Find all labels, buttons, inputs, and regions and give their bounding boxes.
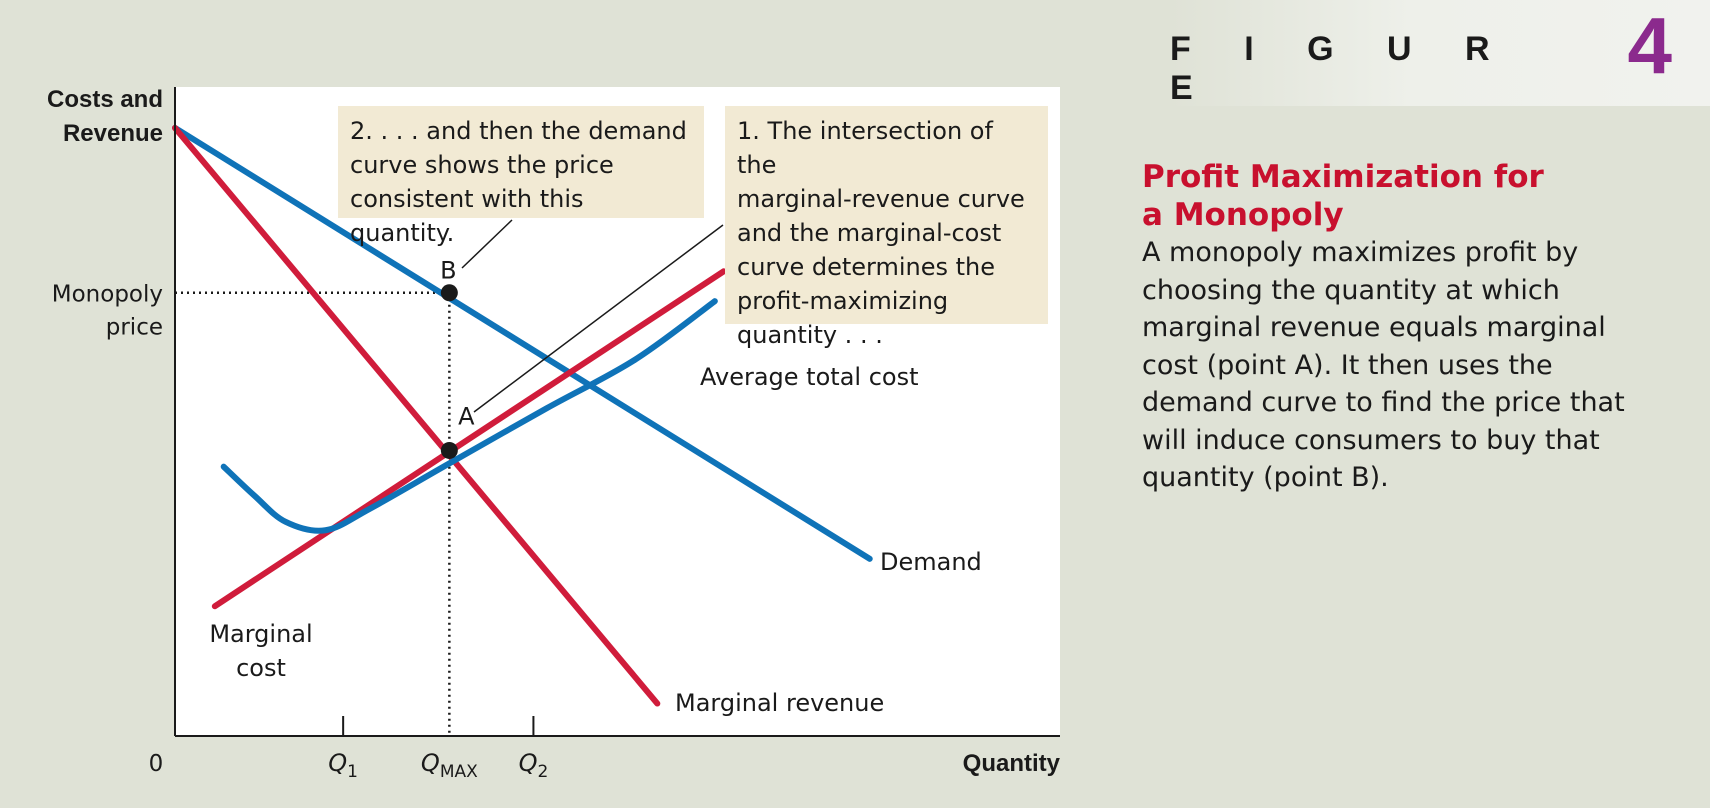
caption-body: A monopoly maximizes profit by choosing … bbox=[1142, 237, 1625, 493]
point-b bbox=[440, 284, 458, 302]
y-axis-title: Revenue bbox=[63, 120, 163, 147]
x-tick-label: QMAX bbox=[421, 749, 478, 782]
demand-label: Demand bbox=[880, 548, 982, 576]
x-tick-label: Q2 bbox=[519, 749, 549, 782]
demand-curve bbox=[172, 124, 873, 562]
marginal-cost-label: cost bbox=[236, 654, 286, 682]
y-tick-label: price bbox=[106, 315, 163, 341]
leader-line-step2 bbox=[461, 219, 513, 269]
marginal-revenue-curve bbox=[172, 124, 661, 707]
point-a-label: A bbox=[458, 402, 475, 430]
x-axis-title: Quantity bbox=[963, 750, 1061, 777]
figure-banner: F I G U R E 4 bbox=[1170, 0, 1710, 107]
figure-word: F I G U R E bbox=[1170, 30, 1512, 107]
x-tick-label: Q1 bbox=[328, 749, 358, 782]
average-total-cost-label: Average total cost bbox=[700, 363, 918, 391]
leader-line-step1 bbox=[473, 224, 724, 413]
marginal-revenue-label: Marginal revenue bbox=[675, 689, 884, 717]
average-total-cost-curve bbox=[220, 298, 718, 534]
annotation-step1: 1. The intersection of the marginal-reve… bbox=[725, 106, 1048, 349]
caption-title: Profit Maximization for a Monopoly bbox=[1142, 159, 1544, 233]
y-axis-title: Costs and bbox=[47, 86, 163, 113]
marginal-cost-label: Marginal bbox=[209, 620, 312, 648]
annotation-step2: 2. . . . and then the demand curve shows… bbox=[338, 106, 704, 247]
marginal-cost-curve bbox=[211, 268, 727, 610]
origin-label: 0 bbox=[149, 751, 164, 777]
point-b-label: B bbox=[440, 257, 456, 285]
y-tick-label: Monopoly bbox=[52, 282, 163, 308]
figure-caption: Profit Maximization for a Monopoly A mon… bbox=[1142, 158, 1662, 497]
figure-number: 4 bbox=[1627, 1, 1673, 90]
point-a bbox=[440, 441, 458, 459]
